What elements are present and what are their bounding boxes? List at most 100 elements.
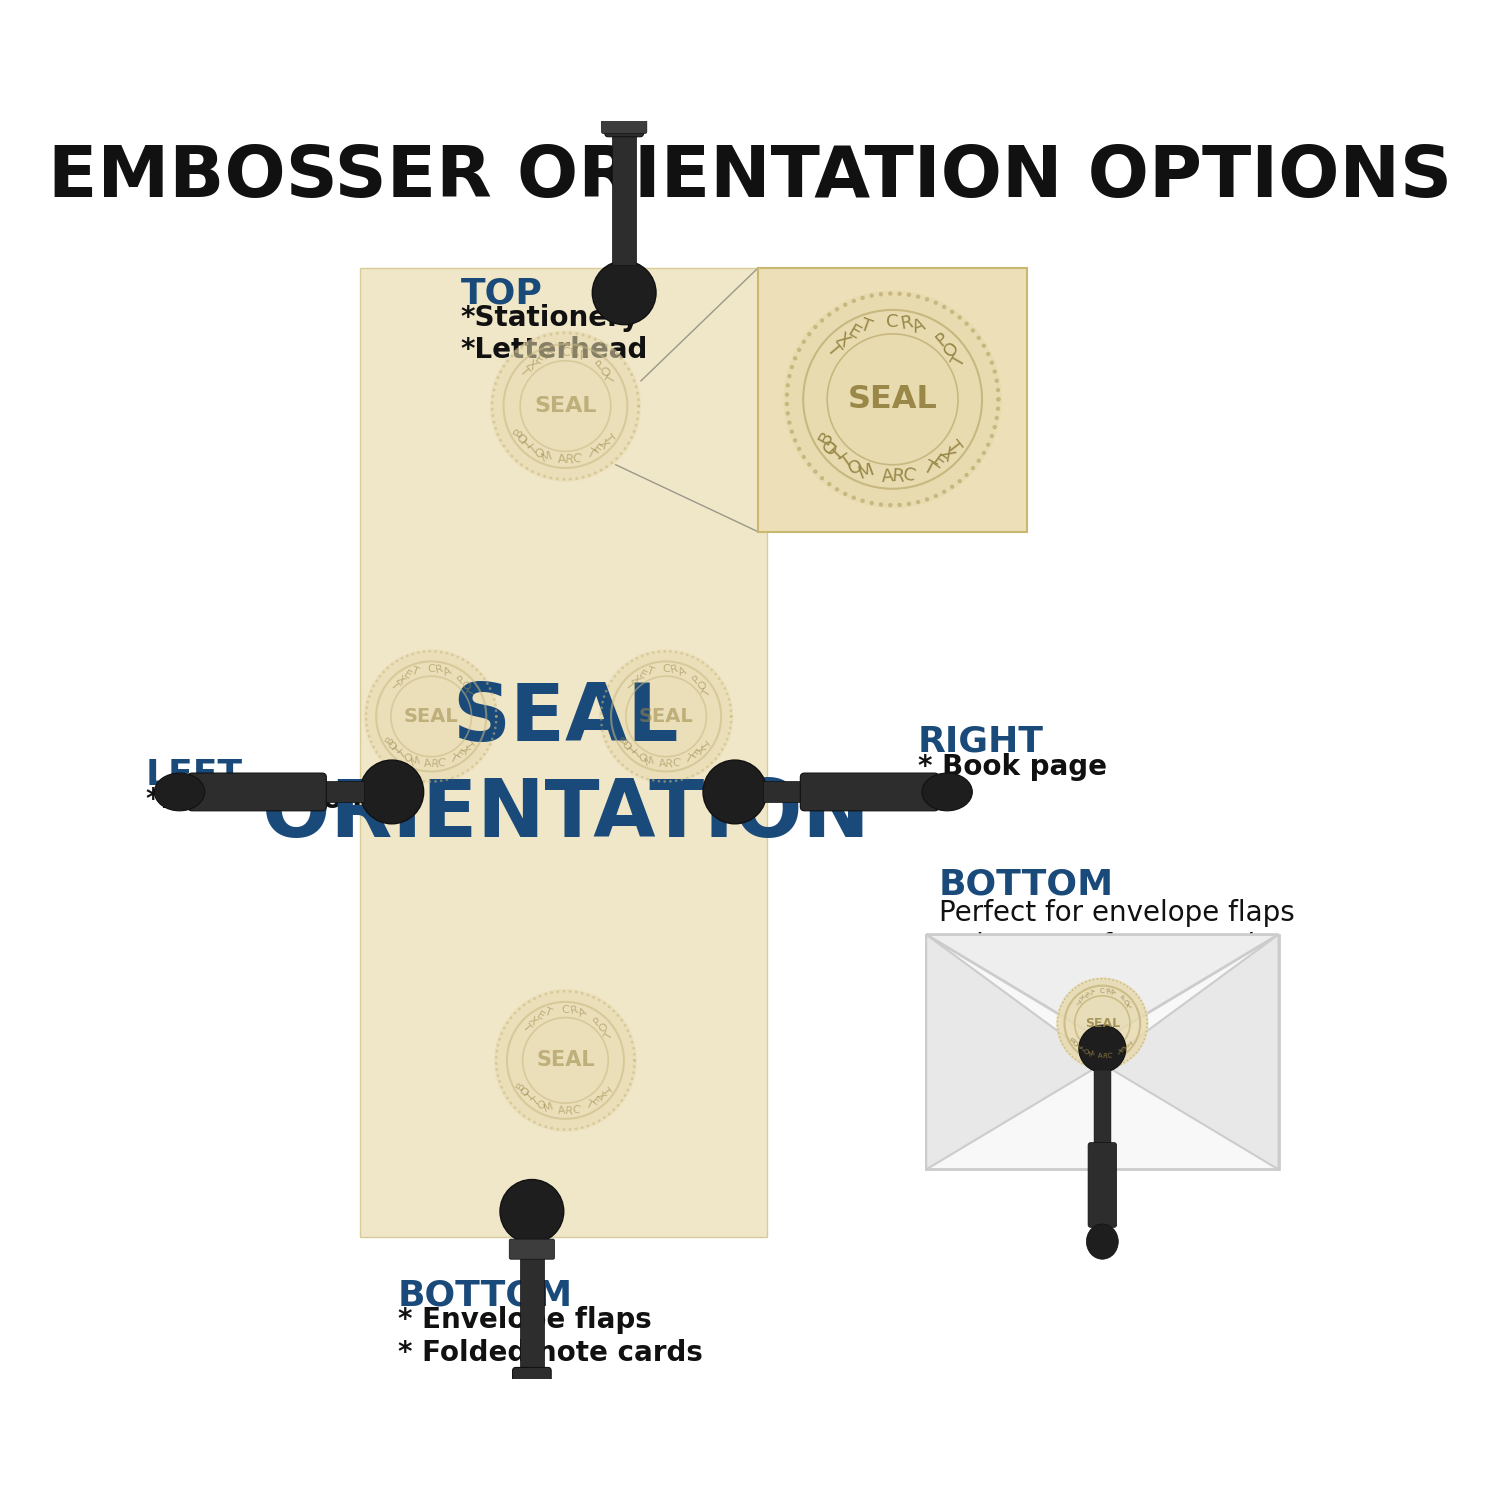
Text: X: X	[833, 328, 854, 351]
Circle shape	[522, 1114, 525, 1118]
Text: A: A	[658, 759, 668, 770]
Text: T: T	[858, 316, 874, 338]
Circle shape	[490, 402, 494, 405]
Text: E: E	[844, 321, 864, 344]
Circle shape	[621, 666, 624, 669]
Circle shape	[1096, 1066, 1098, 1070]
Text: T: T	[604, 372, 619, 386]
Circle shape	[494, 988, 636, 1131]
Text: T: T	[448, 753, 459, 765]
Circle shape	[789, 429, 794, 433]
Circle shape	[608, 1005, 610, 1008]
Circle shape	[360, 760, 423, 824]
Text: E: E	[928, 452, 948, 472]
Circle shape	[608, 684, 610, 687]
Circle shape	[372, 746, 375, 748]
Circle shape	[514, 350, 517, 352]
Circle shape	[704, 760, 766, 824]
Circle shape	[500, 440, 502, 442]
Text: T: T	[824, 339, 844, 360]
Text: E: E	[1083, 992, 1089, 999]
Circle shape	[471, 664, 474, 668]
Circle shape	[520, 464, 524, 466]
Text: C: C	[900, 465, 916, 484]
Text: C: C	[886, 314, 898, 332]
Circle shape	[836, 488, 839, 492]
Circle shape	[970, 466, 975, 471]
Circle shape	[556, 477, 560, 480]
Circle shape	[496, 433, 500, 436]
Text: Perfect for envelope flaps
or bottom of page seals: Perfect for envelope flaps or bottom of …	[939, 900, 1294, 960]
Circle shape	[1074, 1059, 1077, 1060]
Text: O: O	[696, 680, 709, 693]
Circle shape	[392, 768, 393, 770]
Circle shape	[387, 764, 388, 766]
Circle shape	[531, 470, 534, 472]
Circle shape	[550, 992, 554, 994]
Circle shape	[1089, 1065, 1090, 1068]
Circle shape	[827, 312, 831, 316]
Circle shape	[364, 650, 498, 783]
Circle shape	[897, 503, 902, 507]
Text: T: T	[542, 348, 554, 363]
Circle shape	[489, 687, 492, 690]
Text: A: A	[578, 348, 590, 363]
Circle shape	[630, 436, 633, 439]
Circle shape	[506, 1096, 509, 1100]
Text: P: P	[933, 330, 952, 351]
Circle shape	[624, 447, 627, 450]
Circle shape	[1078, 1024, 1126, 1072]
Bar	[612, 134, 636, 266]
Circle shape	[495, 1062, 498, 1065]
Circle shape	[538, 1124, 542, 1126]
Circle shape	[368, 735, 370, 738]
Circle shape	[1136, 1052, 1137, 1053]
Circle shape	[510, 1101, 513, 1104]
Text: T: T	[1080, 1047, 1086, 1053]
Circle shape	[1066, 1050, 1068, 1052]
Circle shape	[632, 1077, 633, 1080]
Circle shape	[632, 1071, 634, 1074]
Text: T: T	[682, 753, 694, 765]
Text: X: X	[458, 744, 471, 758]
Text: R: R	[570, 346, 580, 360]
Circle shape	[994, 378, 999, 382]
Circle shape	[996, 398, 1000, 402]
Circle shape	[681, 778, 682, 782]
Circle shape	[525, 466, 528, 470]
Circle shape	[942, 489, 946, 494]
Circle shape	[646, 652, 650, 656]
Circle shape	[821, 318, 824, 322]
Text: * Envelope flaps
* Folded note cards: * Envelope flaps * Folded note cards	[398, 1306, 702, 1366]
Circle shape	[483, 753, 486, 756]
Circle shape	[711, 762, 712, 765]
Circle shape	[452, 654, 454, 656]
Text: O: O	[532, 446, 548, 462]
Text: X: X	[596, 436, 610, 453]
Circle shape	[964, 321, 969, 326]
Circle shape	[486, 682, 489, 686]
Circle shape	[675, 780, 678, 782]
Text: X: X	[526, 1016, 538, 1028]
Circle shape	[942, 304, 946, 309]
Circle shape	[638, 405, 640, 408]
Circle shape	[1074, 987, 1077, 988]
Circle shape	[483, 678, 486, 680]
Circle shape	[492, 698, 495, 700]
Circle shape	[602, 729, 604, 732]
Text: O: O	[622, 740, 634, 753]
Circle shape	[696, 658, 699, 662]
Circle shape	[718, 678, 720, 680]
Circle shape	[633, 1065, 636, 1068]
Text: O: O	[387, 740, 400, 753]
Circle shape	[1108, 1066, 1110, 1068]
Text: X: X	[936, 444, 957, 466]
Circle shape	[603, 735, 606, 738]
Text: A: A	[558, 1106, 566, 1116]
Circle shape	[657, 780, 660, 783]
Circle shape	[657, 651, 660, 652]
Circle shape	[706, 664, 708, 668]
Circle shape	[532, 998, 536, 1000]
Text: T: T	[633, 748, 644, 760]
FancyBboxPatch shape	[509, 1239, 555, 1258]
